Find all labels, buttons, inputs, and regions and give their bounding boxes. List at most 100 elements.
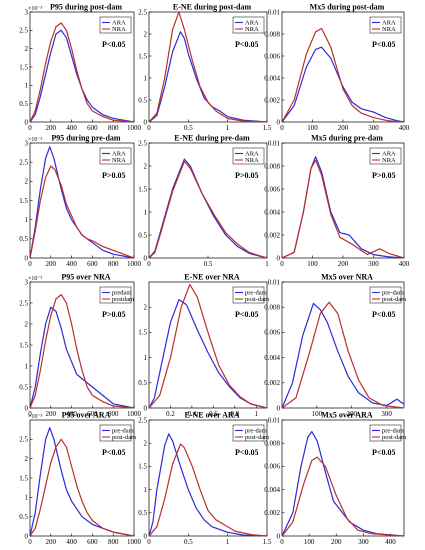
y-tick-label: 2 [25,45,29,53]
y-tick-label: 0.006 [264,329,280,337]
y-tick-label: 2.5 [138,139,147,147]
series-line-ARA [148,31,268,123]
y-tick-label: 0.006 [264,52,280,60]
panel-4: 0 0.5 1 1.5 2 2.5 3 0 200 400 600 800 1000 ×10⁻³ P95 d… [19,134,141,269]
x-tick-label: 100 [307,124,318,132]
x-tick-label: 600 [87,124,98,132]
x-tick-label: 200 [338,260,349,268]
x-tick-label: 600 [87,538,98,546]
y-tick-label: 0.002 [264,231,280,239]
y-tick-label: 0.008 [264,440,280,448]
x-tick-label: 1.5 [263,538,272,546]
legend-label: post-dam [382,296,406,303]
y-tick-label: 0.01 [268,416,281,424]
x-tick-label: 0.5 [204,260,213,268]
y-tick-label: 0.5 [138,96,147,104]
y-tick-label: 0.5 [19,383,28,391]
x-tick-label: 1 [226,124,230,132]
panel-7: 0 0.5 1 1.5 2 2.5 3 0 200 400 600 800 1000 ×10⁻³ P95 o… [19,273,141,419]
x-tick-label: 1 [265,260,269,268]
y-tick-label: 2.5 [138,8,147,16]
p-value-label: P>0.05 [102,171,125,180]
x-tick-label: 800 [108,260,119,268]
series-line-post-dam [281,456,405,537]
series-line-postdam [29,294,135,409]
legend-label: NRA [112,26,126,33]
legend-label: NRA [112,157,126,164]
series-line-post-dam [148,283,268,409]
legend-label: postdam [112,296,134,303]
x-tick-label: 200 [46,538,57,546]
series-line-predam [29,306,135,409]
legend-label: pre-dam [245,290,267,297]
y-tick-label: 3 [25,139,29,147]
panel-title: Mx5 during pre-dam [311,134,383,143]
series-line-pre-dam [281,431,405,537]
legend-label: ARA [112,20,126,27]
y-tick-label: 0.5 [19,100,28,108]
y-tick-label: 1 [25,494,29,502]
y-tick-label: 0 [25,254,29,262]
x-tick-label: 100 [312,410,323,418]
series-line-post-dam [29,438,135,537]
p-value-label: P<0.05 [235,448,258,457]
x-tick-label: 0.4 [188,410,197,418]
y-scale-label: ×10⁻³ [28,6,43,12]
panel-title: E-NE during pre-dam [174,134,250,143]
x-tick-label: 400 [66,124,77,132]
panel-12: 0 0.002 0.004 0.006 0.008 0.01 0 100 200 300 400 Mx… [264,411,406,547]
y-tick-label: 1.5 [19,474,28,482]
y-tick-label: 0 [277,532,281,540]
y-tick-label: 1 [144,74,148,82]
p-value-label: P<0.05 [372,448,395,457]
series-line-NRA [29,165,135,259]
panel-title: P95 during pre-dam [51,134,121,143]
y-tick-label: 0 [277,404,281,412]
series-line-ARA [29,146,135,259]
panel-10: 0 0.5 1 1.5 2 2.5 0 200 400 600 800 1000 ×10⁻³ P95 ov… [19,411,141,547]
y-tick-label: 2 [144,304,148,312]
legend-label: predam [112,290,132,297]
x-tick-label: 300 [358,538,369,546]
x-tick-label: 200 [46,124,57,132]
x-tick-label: 0 [147,538,151,546]
y-scale-label: ×10⁻³ [28,276,43,282]
series-line-NRA [148,11,268,123]
panel-9: 0 0.002 0.004 0.006 0.008 0.01 100 200 300 Mx5 ov… [264,273,406,419]
x-tick-label: 100 [307,260,318,268]
y-tick-label: 2 [144,30,148,38]
x-tick-label: 0 [280,538,284,546]
p-value-label: P<0.05 [102,40,125,49]
legend-label: ARA [382,20,396,27]
legend-label: ARA [245,151,259,158]
y-tick-label: 0.008 [264,162,280,170]
y-tick-label: 0.5 [19,513,28,521]
p-value-label: P>0.05 [235,171,258,180]
legend-label: ARA [112,151,126,158]
x-tick-label: 300 [368,124,379,132]
x-tick-label: 0 [147,260,151,268]
y-tick-label: 0.004 [264,74,280,82]
p-value-label: P>0.05 [372,171,395,180]
legend-label: NRA [382,157,396,164]
y-tick-label: 1 [25,362,29,370]
panel-title: E-NE over NRA [184,273,240,282]
legend-label: NRA [382,26,396,33]
y-tick-label: 0.002 [264,96,280,104]
series-line-post-dam [281,301,405,409]
p-value-label: P<0.05 [102,448,125,457]
x-tick-label: 300 [368,260,379,268]
legend-label: pre-dam [382,428,404,435]
series-line-pre-dam [148,299,268,409]
x-tick-label: 400 [399,124,410,132]
legend-label: pre-dam [382,290,404,297]
panel-8: 0 0.5 1 1.5 2 0.2 0.4 0.6 0.8 1 E-NE over NRA pre-d… [138,273,269,419]
x-tick-label: 800 [108,410,119,418]
y-tick-label: 2 [25,320,29,328]
y-tick-label: 0 [25,404,29,412]
y-tick-label: 0 [277,118,281,126]
legend-label: post-dam [245,434,269,441]
panel-title: E-NE during post-dam [173,3,252,12]
p-value-label: P>0.05 [102,310,125,319]
y-tick-label: 2.5 [19,27,28,35]
